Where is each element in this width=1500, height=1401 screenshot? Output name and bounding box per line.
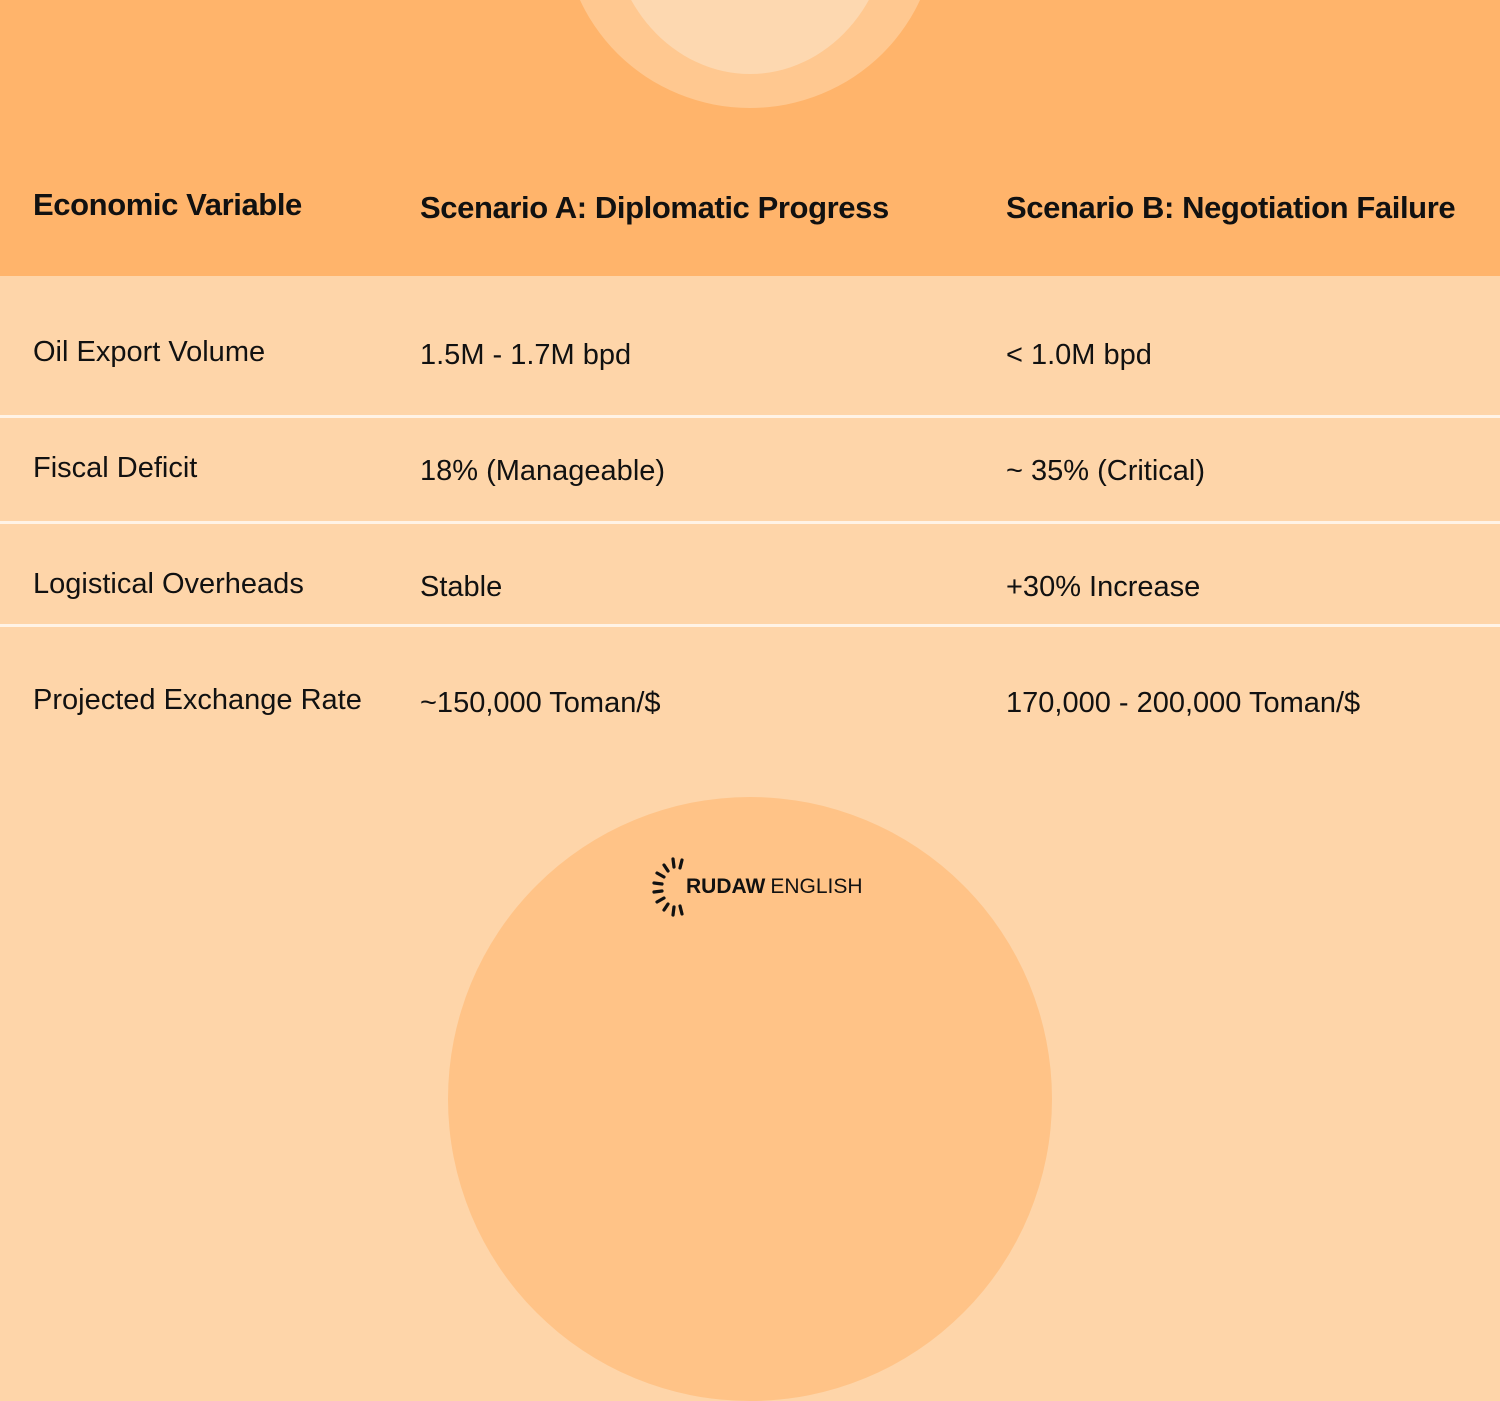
logo-text-english: ENGLISH xyxy=(770,875,863,898)
row-logistical-overheads-scenario-a: Stable xyxy=(420,571,503,603)
row-divider xyxy=(0,521,1500,524)
sunburst-icon xyxy=(652,857,684,917)
row-fiscal-deficit-scenario-a: 18% (Manageable) xyxy=(420,455,666,487)
row-divider xyxy=(0,415,1500,418)
column-header-economic-variable: Economic Variable xyxy=(33,187,302,222)
row-oil-export-scenario-a: 1.5M - 1.7M bpd xyxy=(420,339,632,371)
header-band xyxy=(0,0,1500,276)
rudaw-english-logo: RUDAW ENGLISH xyxy=(652,856,863,918)
row-fiscal-deficit-scenario-b: ~ 35% (Critical) xyxy=(1006,455,1206,487)
row-divider xyxy=(0,624,1500,627)
row-exchange-rate-variable: Projected Exchange Rate xyxy=(33,684,362,716)
logo-text-rudaw: RUDAW xyxy=(686,875,766,898)
row-fiscal-deficit-variable: Fiscal Deficit xyxy=(33,452,198,484)
row-oil-export-variable: Oil Export Volume xyxy=(33,336,266,368)
row-exchange-rate-scenario-b: 170,000 - 200,000 Toman/$ xyxy=(1006,687,1361,719)
row-logistical-overheads-scenario-b: +30% Increase xyxy=(1006,571,1201,603)
row-logistical-overheads-variable: Logistical Overheads xyxy=(33,568,304,600)
column-header-scenario-b: Scenario B: Negotiation Failure xyxy=(1006,190,1456,225)
column-header-scenario-a: Scenario A: Diplomatic Progress xyxy=(420,190,889,225)
row-oil-export-scenario-b: < 1.0M bpd xyxy=(1006,339,1152,371)
row-exchange-rate-scenario-a: ~150,000 Toman/$ xyxy=(420,687,661,719)
